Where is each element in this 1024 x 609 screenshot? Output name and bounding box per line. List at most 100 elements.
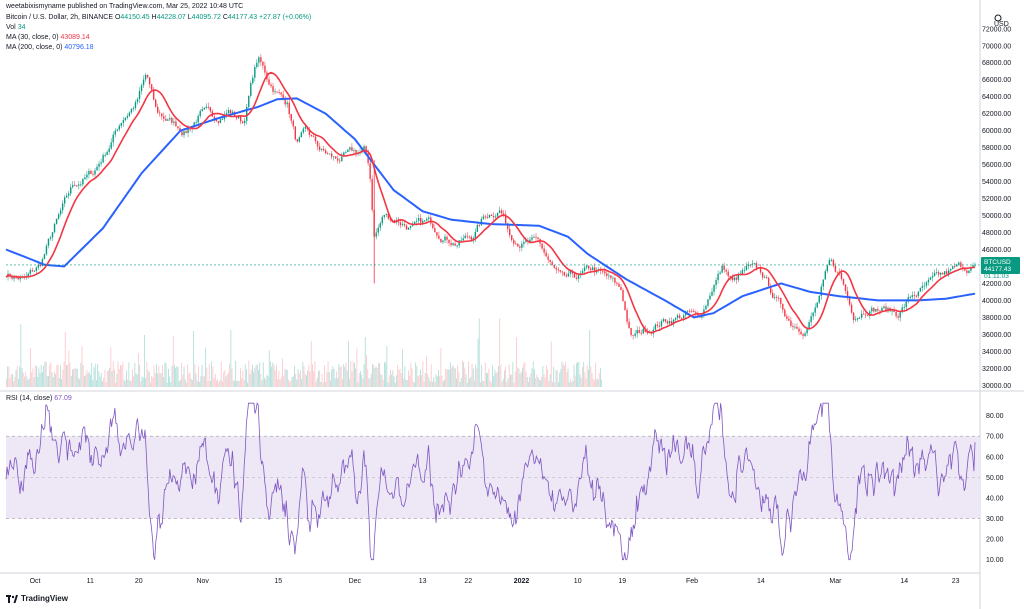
- candle-body: [422, 220, 424, 223]
- volume-bar: [496, 371, 498, 387]
- volume-bar: [121, 365, 123, 387]
- candle-body: [610, 275, 612, 278]
- volume-bar: [250, 369, 252, 387]
- volume-value: 34: [17, 24, 26, 31]
- candle-body: [199, 111, 201, 116]
- volume-bar: [464, 367, 466, 387]
- volume-bar: [390, 370, 391, 387]
- volume-bar: [428, 377, 430, 387]
- candle-body: [873, 307, 875, 312]
- candle-body: [565, 275, 568, 277]
- candle-body: [751, 263, 754, 265]
- volume-bar: [298, 373, 300, 387]
- settings-icon[interactable]: [994, 14, 1002, 22]
- candle-body: [504, 214, 507, 224]
- volume-bar: [424, 373, 426, 387]
- volume-bar: [452, 365, 454, 387]
- candle-body: [672, 319, 675, 324]
- volume-bar: [175, 368, 177, 387]
- volume-bar: [204, 376, 205, 387]
- volume-bar: [208, 363, 210, 387]
- candle-body: [642, 328, 644, 334]
- price-tick-label: 40000.00: [982, 298, 1011, 305]
- volume-bar: [52, 376, 54, 387]
- volume-bar: [532, 361, 534, 387]
- volume-bar: [315, 381, 317, 387]
- candle-body: [517, 243, 519, 247]
- candle-body: [713, 285, 715, 292]
- candle-body: [858, 317, 861, 319]
- candle-body: [104, 155, 106, 156]
- rsi-legend[interactable]: RSI (14, close) 67.09: [6, 394, 72, 404]
- candle-body: [337, 158, 339, 161]
- volume-bar: [367, 369, 369, 387]
- volume-bar: [230, 330, 232, 387]
- rsi-axis: 80.00 70.00 60.00 50.00 40.00 30.00 20.00 10.00: [986, 413, 1004, 564]
- symbol-tag: BTCUSD: [984, 259, 1011, 266]
- tradingview-footer[interactable]: TradingView: [6, 594, 68, 603]
- candle-body: [802, 334, 804, 336]
- candle-body: [312, 136, 315, 138]
- volume-bar: [415, 362, 417, 387]
- volume-bar: [460, 377, 462, 387]
- volume-bar: [307, 370, 309, 387]
- volume-bar: [93, 367, 95, 387]
- volume-bar: [345, 362, 347, 387]
- candle-body: [304, 126, 307, 129]
- candle-body: [776, 297, 778, 299]
- candle-body: [644, 328, 646, 332]
- volume-bar: [320, 381, 322, 387]
- candle-body: [670, 321, 673, 324]
- time-tick-label: 20: [135, 578, 143, 585]
- rsi-tick-label: 30.00: [986, 516, 1004, 523]
- price-tick-label: 50000.00: [982, 213, 1011, 220]
- candle-body: [254, 67, 256, 78]
- candle-body: [717, 273, 719, 281]
- volume-bar: [549, 374, 551, 387]
- candle-body: [436, 232, 438, 236]
- volume-bar: [72, 369, 73, 387]
- candle-body: [189, 128, 191, 130]
- volume-bar: [309, 371, 311, 387]
- volume-bar: [388, 375, 390, 387]
- candle-body: [326, 153, 329, 155]
- price-tick-label: 32000.00: [982, 366, 1011, 373]
- candle-body: [41, 259, 44, 266]
- candle-body: [587, 265, 590, 269]
- volume-bar: [319, 370, 321, 387]
- candle-body: [678, 315, 681, 318]
- volume-bar: [450, 362, 451, 387]
- volume-bar: [554, 382, 556, 387]
- volume-bar: [484, 362, 486, 387]
- price-tick-label: 46000.00: [982, 247, 1011, 254]
- candle-body: [903, 307, 905, 308]
- ma30-legend[interactable]: MA (30, close, 0) 43089.14: [6, 33, 90, 43]
- candle-body: [98, 163, 100, 167]
- candle-body: [763, 277, 766, 279]
- volume-bar: [334, 378, 336, 387]
- candle-body: [567, 273, 570, 277]
- candle-body: [381, 216, 383, 224]
- volume-bar: [516, 337, 517, 387]
- volume-legend[interactable]: Vol 34: [6, 23, 25, 33]
- volume-bar: [19, 366, 21, 387]
- candle-body: [90, 170, 92, 174]
- candle-body: [310, 135, 313, 137]
- candle-body: [193, 122, 195, 127]
- volume-bar: [79, 379, 81, 387]
- volume-bar: [442, 381, 444, 387]
- volume-bar: [600, 367, 601, 387]
- ma200-legend[interactable]: MA (200, close, 0) 40796.18: [6, 43, 94, 53]
- volume-bar: [163, 377, 165, 387]
- candle-body: [19, 277, 21, 280]
- volume-bar: [500, 365, 502, 387]
- high-value: 44228.07: [156, 14, 186, 21]
- candle-body: [948, 270, 950, 274]
- volume-bar: [33, 377, 35, 387]
- volume-bar: [54, 371, 55, 387]
- candle-body: [782, 303, 784, 310]
- candle-body: [729, 275, 731, 278]
- volume-bar: [266, 374, 268, 387]
- volume-bar: [112, 361, 114, 387]
- price-tick-label: 48000.00: [982, 230, 1011, 237]
